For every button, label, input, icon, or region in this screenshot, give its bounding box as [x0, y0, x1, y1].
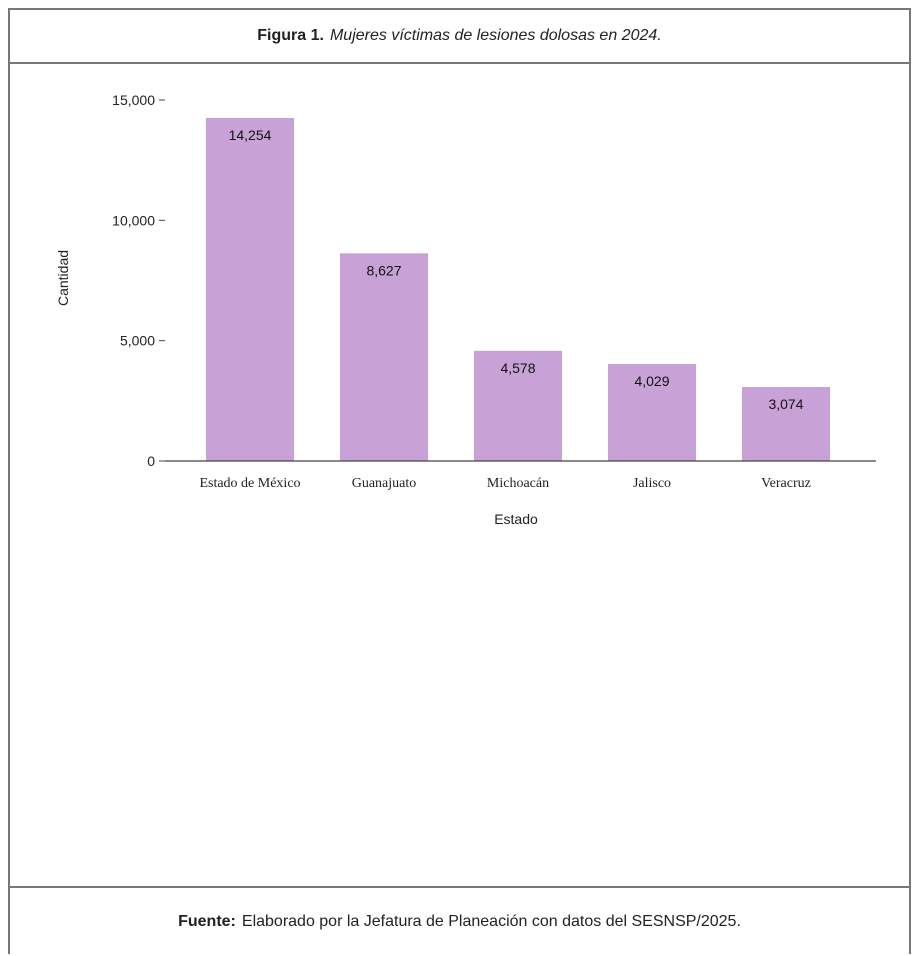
y-tick-label: 10,000: [112, 212, 155, 228]
x-tick-label: Guanajuato: [352, 476, 417, 491]
x-tick-label: Estado de México: [199, 476, 300, 491]
bar-chart: 0 5,000 10,000 15,000 14,254 8,627 4,578 4,029…: [55, 92, 876, 527]
bars: 14,254 8,627 4,578 4,029 3,074: [206, 117, 830, 461]
source-note: Fuente: Elaborado por la Jefatura de Pla…: [10, 886, 909, 956]
figure-title: Figura 1. Mujeres víctimas de lesiones d…: [10, 10, 909, 64]
source-text: Elaborado por la Jefatura de Planeación …: [241, 913, 741, 930]
figure-label: Figura 1.: [257, 27, 324, 44]
bar: [474, 350, 562, 461]
x-axis-title: Estado: [494, 511, 538, 527]
bar: [206, 117, 294, 461]
x-axis: Estado de México Guanajuato Michoacán Jalis…: [165, 460, 876, 491]
bar-value-label: 4,578: [500, 360, 535, 376]
bar-value-label: 14,254: [229, 127, 272, 143]
bar: [340, 253, 428, 461]
bar-value-label: 3,074: [768, 396, 803, 412]
y-tick-label: 15,000: [112, 92, 155, 108]
bar: [608, 364, 696, 461]
bar-value-label: 8,627: [366, 262, 401, 278]
chart-area: 0 5,000 10,000 15,000 14,254 8,627 4,578 4,029…: [10, 64, 909, 884]
y-axis: 0 5,000 10,000 15,000: [112, 92, 165, 469]
y-axis-title: Cantidad: [55, 250, 71, 306]
x-tick-label: Veracruz: [761, 476, 811, 491]
figure-caption: Mujeres víctimas de lesiones dolosas en …: [329, 27, 662, 44]
bar-value-label: 4,029: [634, 373, 669, 389]
y-tick-label: 5,000: [120, 333, 155, 349]
x-tick-label: Jalisco: [633, 476, 671, 491]
x-tick-label: Michoacán: [487, 476, 549, 491]
bar: [742, 387, 830, 461]
source-label: Fuente:: [178, 913, 236, 930]
figure-frame: Figura 1. Mujeres víctimas de lesiones d…: [8, 8, 911, 954]
y-tick-label: 0: [147, 453, 155, 469]
